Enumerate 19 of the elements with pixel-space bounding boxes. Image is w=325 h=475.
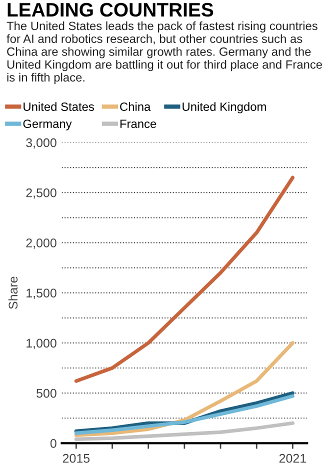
legend-label: China <box>120 102 151 111</box>
chart-subtitle: The United States leads the pack of fastest rising countries for AI and robotics research, but other countries such as China are showing similar growth rates. Germany and the United Kingdom are battling it out for third place and France is in fifth place. <box>6 21 322 84</box>
y-tick-label: 1,500 <box>26 288 56 299</box>
legend-label: Germany <box>23 120 72 130</box>
legend-label: France <box>120 120 156 128</box>
y-tick-label: 2,000 <box>26 238 56 249</box>
legend-label: United Kingdom <box>182 102 266 114</box>
line-series <box>74 176 294 383</box>
y-tick-label: 2,500 <box>26 188 56 199</box>
y-axis-title: Share <box>8 276 18 309</box>
y-tick-label: 3,000 <box>26 138 56 149</box>
x-tick-label: 2021 <box>279 454 306 463</box>
x-tick-label: 2015 <box>62 454 90 463</box>
y-tick-label: 0 <box>50 438 56 448</box>
legend-label: United States <box>24 102 94 111</box>
y-tick-label: 1,000 <box>26 338 56 350</box>
chart-title: LEADING COUNTRIES <box>8 2 214 17</box>
y-tick-label: 500 <box>36 388 56 398</box>
line-series <box>74 421 294 441</box>
